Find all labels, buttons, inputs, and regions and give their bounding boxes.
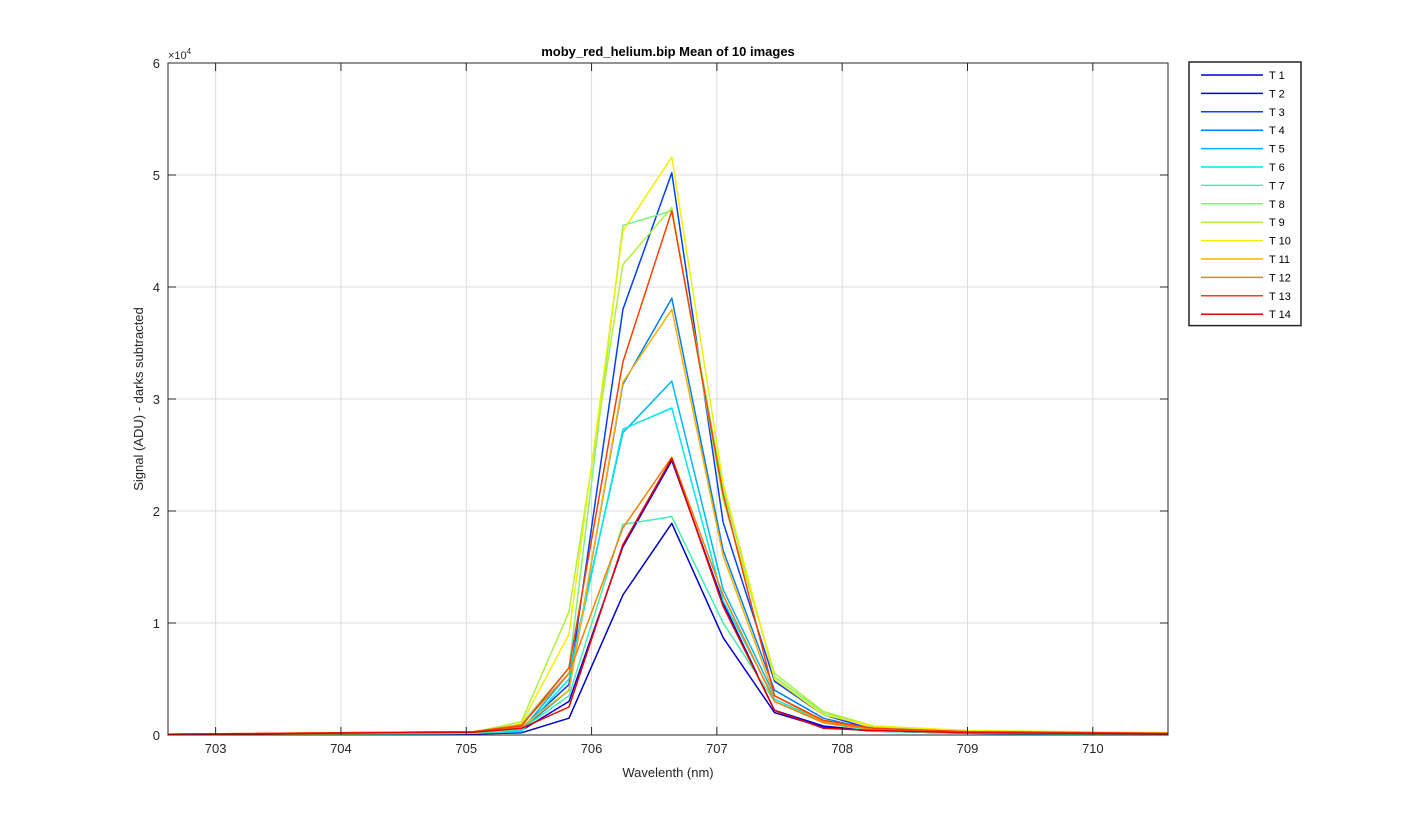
legend-label: T 13 <box>1269 291 1291 303</box>
y-tick-label: 5 <box>153 168 160 183</box>
legend-label: T 14 <box>1269 309 1291 321</box>
legend-label: T 4 <box>1269 125 1285 137</box>
legend-label: T 10 <box>1269 236 1291 248</box>
series-line-t14 <box>167 457 1169 736</box>
y-tick-label: 2 <box>153 504 160 519</box>
legend-label: T 7 <box>1269 180 1285 192</box>
legend-label: T 6 <box>1269 162 1285 174</box>
x-tick-label: 704 <box>330 741 352 756</box>
y-tick-label: 6 <box>153 56 160 71</box>
y-tick-label: 1 <box>153 616 160 631</box>
series-line-t12 <box>167 456 1169 736</box>
y-tick-label: 3 <box>153 392 160 407</box>
legend-label: T 11 <box>1269 254 1290 266</box>
legend-label: T 12 <box>1269 272 1291 284</box>
x-tick-label: 709 <box>957 741 979 756</box>
legend-label: T 8 <box>1269 199 1285 211</box>
legend-label: T 3 <box>1269 107 1285 119</box>
x-tick-label: 703 <box>205 741 227 756</box>
series-line-t13 <box>167 210 1169 736</box>
y-exponent-label: ×104 <box>168 47 192 62</box>
legend-label: T 1 <box>1269 70 1285 82</box>
series-lines <box>167 156 1169 736</box>
grid <box>168 63 1168 735</box>
x-tick-label: 705 <box>455 741 477 756</box>
legend-label: T 5 <box>1269 144 1285 156</box>
y-tick-label: 4 <box>153 280 160 295</box>
x-tick-label: 710 <box>1082 741 1104 756</box>
x-tick-label: 708 <box>831 741 853 756</box>
y-tick-label: 0 <box>153 728 160 743</box>
axis-ticks: 703 704 705 706 707 708 709 710 0 1 2 3 4 5 6 <box>153 56 1168 756</box>
legend-label: T 9 <box>1269 217 1285 229</box>
x-tick-label: 707 <box>706 741 728 756</box>
x-tick-label: 706 <box>581 741 603 756</box>
x-axis-label: Wavelenth (nm) <box>622 765 713 780</box>
legend: T 1 T 2 T 3 T 4 T 5 T 6 T 7 T 8 T 9 T 10 T 11 T 12 T… <box>1188 61 1302 327</box>
legend-label: T 2 <box>1269 88 1285 100</box>
chart-title: moby_red_helium.bip Mean of 10 images <box>541 44 795 59</box>
legend-box <box>1188 61 1302 327</box>
y-axis-label: Signal (ADU) - darks subtracted <box>131 307 146 491</box>
